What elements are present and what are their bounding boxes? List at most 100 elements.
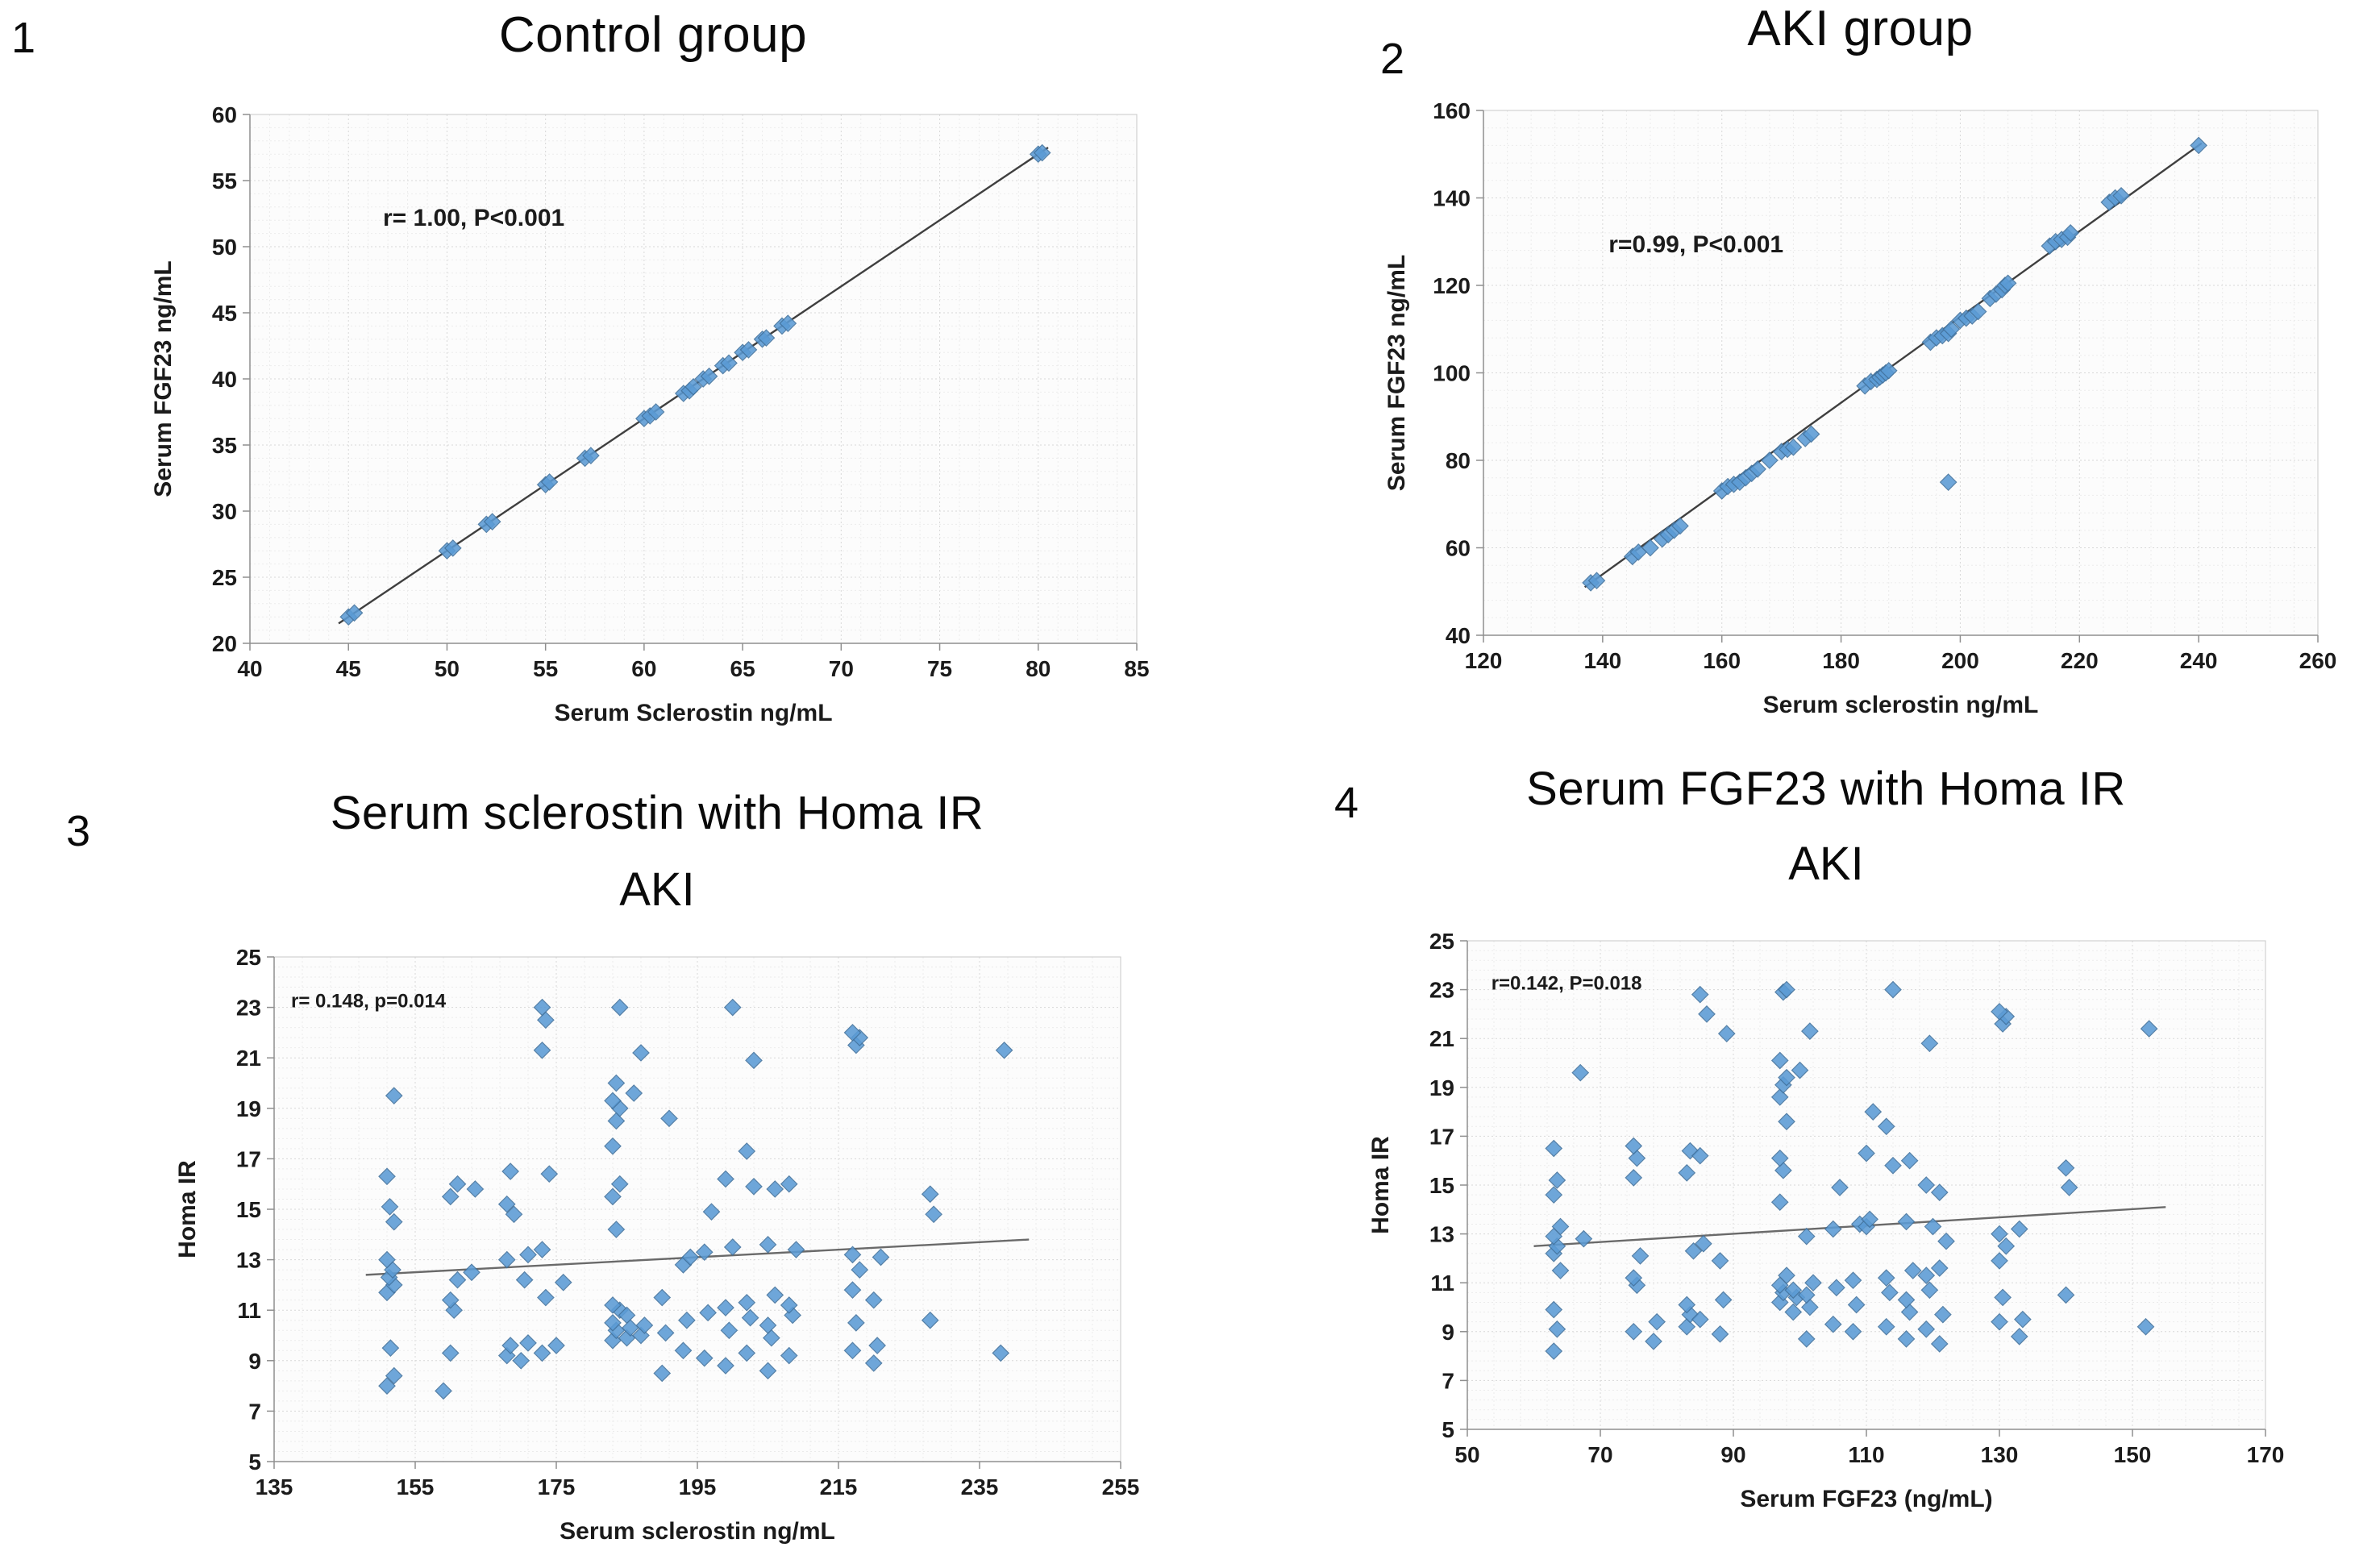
scatter-point xyxy=(851,1261,869,1279)
scatter-point xyxy=(2136,1317,2155,1336)
scatter-point xyxy=(1571,1063,1590,1082)
chart-control-group: r= 1.00, P<0.001 40 45 50 55 60 65 70 75 80 85 20 25… xyxy=(150,102,1150,726)
scatter-point xyxy=(1671,517,1689,535)
scatter-point xyxy=(607,1221,626,1238)
trend-line xyxy=(1583,142,2203,589)
x-tick-label: 50 xyxy=(1454,1442,1479,1467)
scatter-point xyxy=(622,1319,639,1337)
scatter-point xyxy=(505,1205,523,1224)
scatter-point xyxy=(759,1362,777,1380)
scatter-point xyxy=(925,1205,942,1224)
y-tick-label: 140 xyxy=(1433,186,1471,211)
scatter-point xyxy=(512,1351,530,1370)
correlation-annotation: r=0.142, P=0.018 xyxy=(1492,973,1642,995)
scatter-point xyxy=(1917,1320,1936,1338)
scatter-point xyxy=(441,1187,460,1206)
x-tick-label: 240 xyxy=(2180,648,2218,673)
x-tick-label: 155 xyxy=(397,1474,435,1499)
x-tick-label: 135 xyxy=(256,1474,293,1499)
scatter-point xyxy=(1778,1068,1795,1087)
y-tick-label: 55 xyxy=(212,168,237,193)
scatter-point xyxy=(610,1175,629,1193)
chart-fgf23-homa-ir: r=0.142, P=0.018 50 70 90 110 130 150 170 5 7 9 11 1… xyxy=(1367,929,2284,1512)
correlation-annotation: r= 0.148, p=0.014 xyxy=(291,991,447,1013)
scatter-point xyxy=(678,1311,696,1329)
scatter-point xyxy=(497,1195,516,1213)
scatter-point xyxy=(700,367,718,385)
scatter-point xyxy=(647,403,665,421)
scatter-point xyxy=(720,1321,738,1340)
scatter-point xyxy=(1770,1193,1789,1212)
scatter-point xyxy=(537,1288,555,1307)
scatter-point xyxy=(2010,1328,2028,1345)
scatter-point xyxy=(695,1243,714,1262)
scatter-point xyxy=(582,447,600,464)
y-tick-label: 50 xyxy=(212,235,237,260)
scatter-point xyxy=(717,1299,734,1316)
scatter-point xyxy=(1625,1322,1643,1341)
y-tick-label: 25 xyxy=(1429,929,1454,954)
scatter-point xyxy=(1797,1286,1816,1304)
scatter-point xyxy=(1625,1269,1643,1287)
scatter-point xyxy=(995,1041,1013,1059)
y-tick-label: 19 xyxy=(236,1096,261,1121)
scatter-point xyxy=(540,1165,559,1183)
y-tick-label: 25 xyxy=(236,945,261,970)
scatter-point xyxy=(381,1339,400,1357)
scatter-point xyxy=(533,1344,551,1362)
scatter-point xyxy=(717,1170,734,1188)
scatter-point xyxy=(741,1308,759,1327)
scatter-point xyxy=(607,1112,626,1130)
scatter-point xyxy=(2190,136,2207,155)
scatter-point xyxy=(843,1024,862,1042)
scatter-point xyxy=(992,1344,1010,1362)
scatter-point xyxy=(483,513,501,530)
scatter-point xyxy=(1691,1146,1709,1165)
scatter-point xyxy=(381,1198,399,1216)
scatter-point xyxy=(554,1273,572,1291)
y-tick-label: 60 xyxy=(1446,536,1471,561)
y-tick-label: 7 xyxy=(248,1399,261,1424)
scatter-point xyxy=(1884,1156,1902,1175)
x-tick-label: 260 xyxy=(2299,648,2337,673)
scatter-point xyxy=(501,1337,519,1354)
scatter-point xyxy=(1714,1291,1733,1309)
x-tick-label: 130 xyxy=(1981,1442,2019,1467)
plot-area xyxy=(1483,110,2318,635)
scatter-point xyxy=(635,1316,654,1334)
scatter-point xyxy=(1930,1183,1949,1201)
y-tick-label: 5 xyxy=(1442,1417,1454,1442)
scatter-point xyxy=(843,1246,862,1264)
y-tick-label: 23 xyxy=(236,996,261,1021)
scatter-point xyxy=(766,1180,784,1198)
scatter-point xyxy=(1917,1266,1936,1284)
scatter-point xyxy=(1678,1296,1696,1314)
scatter-point xyxy=(1881,1283,1899,1302)
scatter-point xyxy=(547,1337,565,1354)
x-tick-label: 150 xyxy=(2114,1442,2152,1467)
x-tick-label: 160 xyxy=(1703,648,1741,673)
panel-4-number: 4 xyxy=(1334,779,1359,827)
scatter-point xyxy=(1784,1281,1803,1300)
x-tick-label: 60 xyxy=(631,656,656,681)
scatter-point xyxy=(1691,1310,1709,1329)
scatter-point xyxy=(1877,1117,1895,1136)
scatter-point xyxy=(1997,1237,2016,1255)
scatter-point xyxy=(533,1241,551,1258)
scatter-point xyxy=(1824,1220,1842,1238)
scatter-point xyxy=(1903,1262,1922,1279)
scatter-point xyxy=(345,604,364,622)
scatter-point xyxy=(745,1177,763,1196)
scatter-point xyxy=(604,1314,622,1332)
x-tick-label: 70 xyxy=(1587,1442,1612,1467)
scatter-point xyxy=(607,1074,626,1092)
scatter-point xyxy=(1749,460,1766,478)
scatter-point xyxy=(1797,1227,1816,1246)
scatter-point xyxy=(466,1180,485,1198)
scatter-point xyxy=(1778,980,1795,999)
scatter-point xyxy=(1770,1051,1789,1070)
scatter-point xyxy=(1625,1137,1643,1155)
scatter-point xyxy=(1920,1281,1939,1300)
correlation-annotation: r= 1.00, P<0.001 xyxy=(383,205,564,231)
x-axis-title: Serum Sclerostin ng/mL xyxy=(554,700,832,726)
